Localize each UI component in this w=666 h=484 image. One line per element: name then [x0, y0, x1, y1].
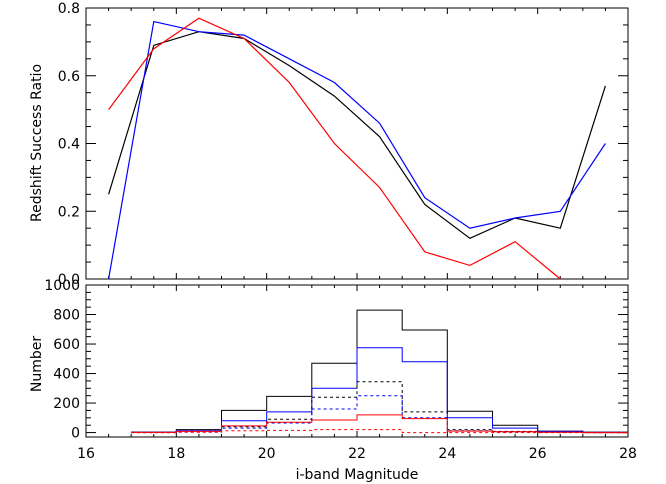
top-y-axis-title: Redshift Success Ratio [29, 64, 45, 222]
top-y-tick-label: 0.2 [58, 204, 80, 220]
histogram-series-0 [131, 309, 628, 433]
bottom-x-tick-label: 22 [348, 446, 366, 462]
number-histogram-panel: 16 18 20 22 24 26 28 0 200 400 600 800 1000 Number i… [29, 278, 637, 483]
bottom-x-tick-label: 26 [529, 446, 547, 462]
histogram-series-1 [131, 347, 628, 433]
bottom-x-tick-label: 16 [77, 446, 95, 462]
x-axis-title: i-band Magnitude [296, 467, 419, 483]
bottom-y-tick-label: 0 [71, 426, 80, 442]
histogram-series-3 [131, 395, 628, 434]
bottom-x-tick-label: 18 [167, 446, 185, 462]
bottom-histograms [131, 309, 628, 434]
top-series-line-1 [108, 20, 606, 280]
top-series-line-2 [108, 17, 561, 280]
top-y-tick-label: 0.8 [58, 1, 80, 17]
bottom-y-tick-label: 600 [53, 337, 80, 353]
bottom-y-tick-label: 1000 [44, 278, 80, 294]
bottom-y-axis-title: Number [29, 336, 45, 392]
top-plot-frame [85, 7, 629, 280]
top-y-tick-label: 0.4 [58, 137, 80, 153]
bottom-y-tick-label: 400 [53, 367, 80, 383]
bottom-y-tick-label: 200 [53, 396, 80, 412]
histogram-series-2 [131, 381, 628, 434]
success-ratio-panel: 0.0 0.2 0.4 0.6 0.8 Redshift Success Ratio [29, 1, 629, 288]
histogram-series-4 [131, 414, 628, 434]
bottom-x-tick-label: 28 [619, 446, 637, 462]
top-y-tick-label: 0.0 [58, 272, 80, 288]
top-axis-ticks: 0.0 0.2 0.4 0.6 0.8 [58, 1, 629, 288]
bottom-x-tick-label: 20 [258, 446, 276, 462]
bottom-axis-ticks: 16 18 20 22 24 26 28 0 200 400 600 800 1000 [44, 278, 637, 462]
bottom-x-tick-label: 24 [438, 446, 456, 462]
bottom-y-tick-label: 800 [53, 308, 80, 324]
top-series-lines [108, 17, 606, 280]
top-y-tick-label: 0.6 [58, 69, 80, 85]
top-series-line-0 [108, 31, 606, 239]
